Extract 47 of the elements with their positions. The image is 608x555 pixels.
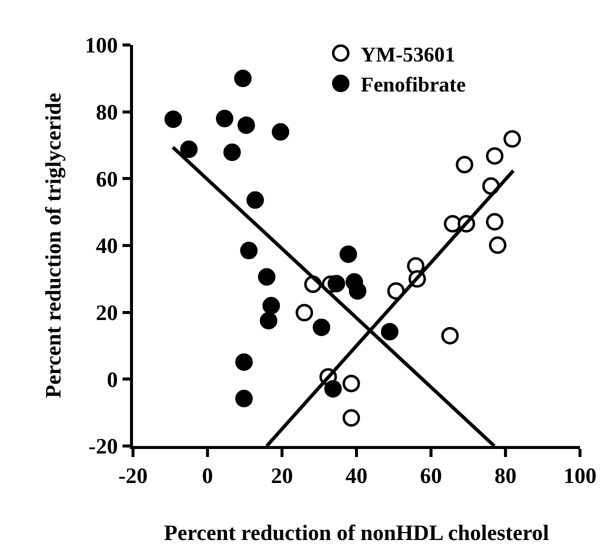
point [342,409,360,427]
point [246,191,264,209]
point [180,140,198,158]
point [486,147,504,165]
point [235,353,253,371]
y-tick-label: -20 [88,434,118,459]
point [488,236,506,254]
point [348,282,366,300]
point [324,380,342,398]
x-tick-label: 0 [202,463,213,488]
point [441,326,459,344]
y-tick-label: 80 [96,100,118,125]
y-tick-label: 0 [106,366,118,392]
x-tick-label: -20 [118,463,148,488]
point [262,296,280,314]
y-tick-label: 60 [96,166,118,192]
point [237,116,255,134]
y-tick-label: 40 [96,233,118,258]
y-tick-label: 20 [96,300,118,326]
legend-label: YM-53601 [360,42,456,66]
point [223,144,241,162]
x-tick-label: 60 [420,463,442,488]
x-tick-label: 100 [564,463,596,488]
point [380,322,398,340]
point [342,374,360,392]
y-axis-title: Percent reduction of triglyceride [40,92,66,398]
point [486,213,504,231]
legend-label: Fenofibrate [360,72,466,97]
x-tick-label: 20 [271,463,293,488]
point [164,110,182,128]
x-tick-label: 40 [346,463,368,488]
x-tick-label: 80 [494,463,516,488]
point [328,274,346,292]
point [456,156,474,174]
point [235,390,253,408]
point [234,70,252,88]
x-axis-title: Percent reduction of nonHDL cholesterol [164,520,549,546]
point [240,242,258,260]
point [296,304,314,322]
point [260,312,278,330]
point [258,268,276,286]
point [216,110,234,128]
point [312,318,330,336]
point [272,123,290,141]
point [340,245,358,263]
y-tick-label: 100 [84,32,118,58]
point [503,130,521,148]
